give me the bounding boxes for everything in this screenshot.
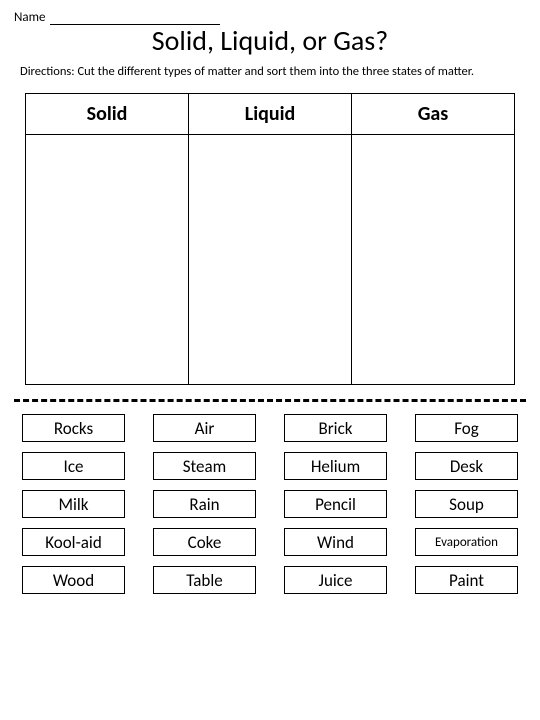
card-ice[interactable]: Ice [22, 452, 125, 480]
card-brick[interactable]: Brick [284, 414, 387, 442]
card-rocks[interactable]: Rocks [22, 414, 125, 442]
column-header-gas: Gas [352, 94, 515, 135]
card-milk[interactable]: Milk [22, 490, 125, 518]
card-desk[interactable]: Desk [415, 452, 518, 480]
name-label: Name [14, 10, 45, 25]
card-paint[interactable]: Paint [415, 566, 518, 594]
card-air[interactable]: Air [153, 414, 256, 442]
page-title: Solid, Liquid, or Gas? [14, 23, 526, 58]
cut-line [14, 399, 526, 402]
card-juice[interactable]: Juice [284, 566, 387, 594]
card-helium[interactable]: Helium [284, 452, 387, 480]
card-coke[interactable]: Coke [153, 528, 256, 556]
directions-text: Directions: Cut the different types of m… [14, 64, 526, 79]
drop-zone-solid[interactable] [26, 135, 189, 385]
sort-table: Solid Liquid Gas [25, 93, 515, 385]
drop-zone-gas[interactable] [352, 135, 515, 385]
card-fog[interactable]: Fog [415, 414, 518, 442]
card-kool-aid[interactable]: Kool-aid [22, 528, 125, 556]
drop-zone-liquid[interactable] [189, 135, 352, 385]
card-rain[interactable]: Rain [153, 490, 256, 518]
column-header-solid: Solid [26, 94, 189, 135]
card-steam[interactable]: Steam [153, 452, 256, 480]
card-pencil[interactable]: Pencil [284, 490, 387, 518]
card-wood[interactable]: Wood [22, 566, 125, 594]
card-soup[interactable]: Soup [415, 490, 518, 518]
card-table[interactable]: Table [153, 566, 256, 594]
column-header-liquid: Liquid [189, 94, 352, 135]
card-grid: Rocks Air Brick Fog Ice Steam Helium Desk Milk Ra… [14, 414, 526, 594]
card-evaporation[interactable]: Evaporation [415, 528, 518, 556]
card-wind[interactable]: Wind [284, 528, 387, 556]
